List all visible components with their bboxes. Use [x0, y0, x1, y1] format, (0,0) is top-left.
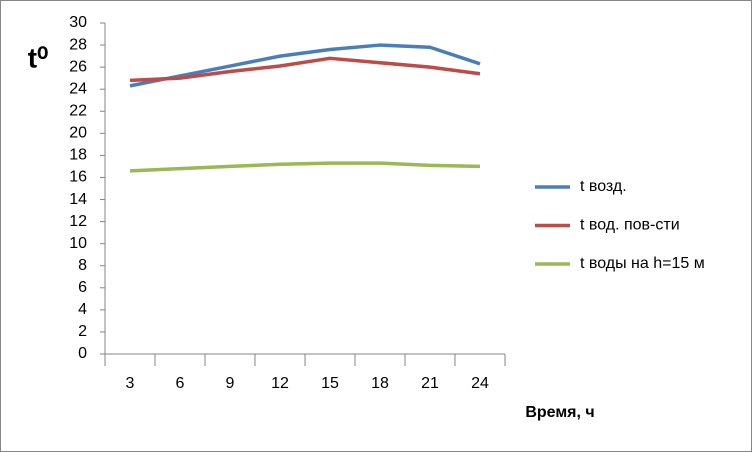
y-tick-label: 20 — [69, 125, 87, 142]
y-axis-label: t⁰ — [28, 42, 49, 73]
legend-label: t воды на h=15 м — [580, 255, 705, 272]
y-tick-label: 0 — [78, 345, 87, 362]
x-tick-label: 15 — [321, 375, 339, 392]
x-tick-label: 24 — [471, 375, 489, 392]
y-tick-label: 14 — [69, 191, 87, 208]
y-tick-label: 8 — [78, 257, 87, 274]
y-tick-label: 10 — [69, 235, 87, 252]
legend-label: t вод. пов-сти — [580, 217, 680, 234]
y-tick-label: 2 — [78, 323, 87, 340]
y-tick-label: 16 — [69, 169, 87, 186]
y-tick-label: 18 — [69, 147, 87, 164]
y-tick-label: 12 — [69, 213, 87, 230]
series-line — [129, 161, 481, 173]
y-tick-label: 6 — [78, 279, 87, 296]
series-line — [129, 43, 481, 88]
y-tick-label: 28 — [69, 36, 87, 53]
x-axis-label: Время, ч — [525, 404, 594, 421]
x-tick-label: 12 — [271, 375, 289, 392]
y-tick-label: 4 — [78, 301, 87, 318]
y-tick-label: 26 — [69, 58, 87, 75]
y-tick-label: 24 — [69, 80, 87, 97]
x-tick-label: 3 — [126, 375, 135, 392]
y-tick-label: 22 — [69, 102, 87, 119]
x-tick-label: 18 — [371, 375, 389, 392]
x-tick-label: 21 — [421, 375, 439, 392]
x-tick-label: 6 — [176, 375, 185, 392]
y-tick-label: 30 — [69, 14, 87, 31]
series-line — [129, 56, 481, 83]
legend-label: t возд. — [580, 178, 627, 195]
x-tick-label: 9 — [226, 375, 235, 392]
